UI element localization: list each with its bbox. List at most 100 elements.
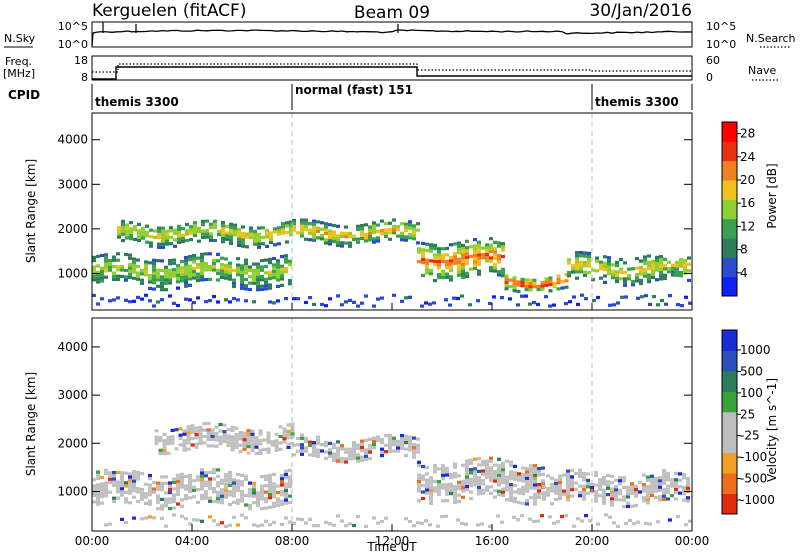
heatmap-cell — [220, 269, 224, 273]
heatmap-cell — [465, 246, 469, 250]
heatmap-cell — [392, 439, 396, 444]
heatmap-cell — [512, 282, 517, 286]
heatmap-cell — [461, 482, 465, 487]
heatmap-cell — [678, 478, 682, 482]
heatmap-cell — [469, 458, 473, 462]
heatmap-cell — [631, 267, 635, 271]
heatmap-cell — [198, 429, 203, 433]
heatmap-cell — [253, 236, 257, 240]
heatmap-cell — [579, 254, 583, 258]
heatmap-cell — [360, 442, 364, 446]
heatmap-cell — [614, 497, 618, 501]
heatmap-cell — [196, 478, 200, 482]
heatmap-cell — [469, 484, 473, 488]
heatmap-cell — [268, 483, 272, 487]
heatmap-cell — [260, 265, 264, 269]
heatmap-cell — [277, 242, 281, 246]
colorbar-frame — [721, 121, 738, 297]
heatmap-cell — [320, 234, 324, 238]
heatmap-cell — [289, 230, 293, 234]
heatmap-cell — [156, 494, 160, 498]
heatmap-cell — [128, 275, 132, 280]
heatmap-cell — [104, 266, 108, 270]
heatmap-cell — [104, 487, 108, 492]
heatmap-cell — [433, 263, 437, 267]
heatmap-cell — [647, 276, 651, 280]
heatmap-cell — [408, 445, 412, 449]
heatmap-cell — [273, 230, 277, 234]
heatmap-cell — [611, 263, 615, 267]
heatmap-cell — [416, 443, 420, 448]
heatmap-cell — [210, 428, 215, 432]
heatmap-cell — [528, 285, 533, 289]
heatmap-cell — [108, 265, 112, 269]
heatmap-cell — [116, 274, 120, 278]
heatmap-cell — [156, 278, 160, 282]
heatmap-cell — [567, 274, 571, 278]
heatmap-cell — [253, 239, 257, 243]
colorbar-segment — [722, 493, 737, 515]
heatmap-cell — [188, 264, 192, 268]
heatmap-cell — [536, 519, 540, 523]
heatmap-cell — [206, 434, 211, 438]
heatmap-cell — [445, 272, 449, 276]
heatmap-cell — [558, 480, 562, 485]
heatmap-cell — [408, 236, 412, 240]
heatmap-cell — [164, 281, 168, 285]
heatmap-cell — [220, 488, 224, 492]
heatmap-cell — [116, 252, 120, 256]
heatmap-cell — [168, 268, 172, 272]
heatmap-cell — [421, 484, 425, 488]
heatmap-cell — [278, 425, 283, 429]
heatmap-cell — [324, 450, 328, 454]
heatmap-cell — [276, 265, 280, 269]
heatmap-cell — [606, 493, 610, 497]
heatmap-cell — [675, 270, 679, 274]
heatmap-cell — [184, 262, 188, 266]
heatmap-cell — [473, 483, 477, 487]
heatmap-cell — [639, 278, 643, 282]
heatmap-cell — [542, 491, 546, 495]
heatmap-cell — [284, 492, 288, 496]
heatmap-cell — [647, 273, 651, 277]
heatmap-cell — [420, 521, 424, 525]
heatmap-cell — [473, 238, 477, 242]
heatmap-cell — [280, 477, 284, 481]
heatmap-cell — [602, 488, 606, 492]
heatmap-cell — [140, 272, 144, 276]
heatmap-cell — [575, 260, 579, 264]
heatmap-cell — [421, 251, 425, 255]
heatmap-cell — [140, 517, 144, 521]
heatmap-cell — [360, 439, 364, 443]
heatmap-cell — [441, 486, 445, 490]
heatmap-cell — [244, 277, 248, 281]
heatmap-cell — [356, 227, 360, 232]
freq-trace — [92, 66, 692, 80]
heatmap-cell — [280, 255, 284, 259]
heatmap-cell — [254, 442, 259, 446]
y-tick-label: 3000 — [57, 177, 88, 191]
heatmap-cell — [493, 266, 497, 270]
heatmap-cell — [172, 500, 176, 504]
heatmap-cell — [172, 493, 176, 497]
heatmap-cell — [465, 252, 469, 256]
heatmap-cell — [564, 279, 569, 283]
heatmap-cell — [236, 485, 240, 489]
heatmap-cell — [241, 225, 245, 229]
heatmap-cell — [541, 466, 545, 470]
heatmap-cell — [144, 516, 148, 520]
heatmap-cell — [445, 467, 449, 471]
heatmap-cell — [556, 280, 561, 285]
heatmap-cell — [676, 303, 680, 307]
heatmap-cell — [156, 481, 160, 485]
heatmap-cell — [671, 270, 675, 274]
heatmap-cell — [129, 230, 133, 234]
heatmap-cell — [477, 259, 481, 263]
heatmap-cell — [112, 480, 116, 484]
heatmap-cell — [284, 476, 288, 480]
heatmap-cell — [180, 472, 184, 476]
heatmap-cell — [639, 265, 643, 270]
heatmap-cell — [214, 444, 219, 448]
heatmap-cell — [662, 481, 666, 485]
heatmap-cell — [650, 474, 654, 478]
